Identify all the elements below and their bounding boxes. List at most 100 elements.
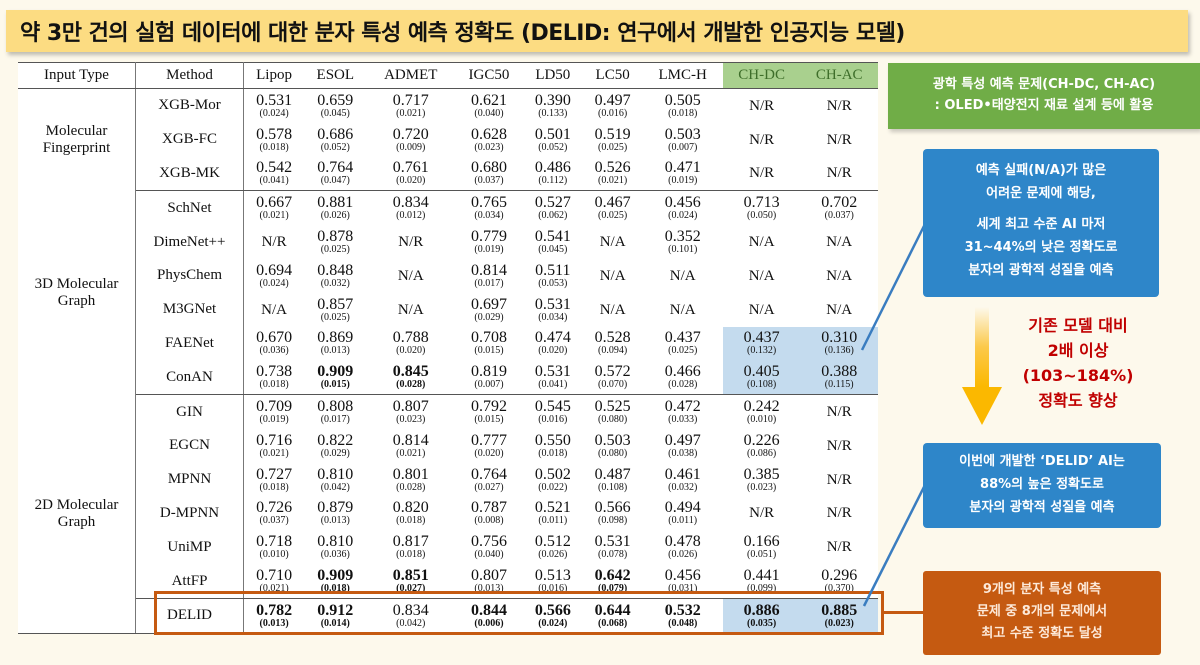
- score-value: 0.390: [534, 91, 571, 109]
- score-std: (0.028): [396, 379, 426, 391]
- score-cell: 0.851 (0.027): [366, 564, 456, 599]
- score-cell: N/A: [800, 259, 878, 293]
- best-accuracy-callout: 9개의 분자 특성 예측 문제 중 8개의 문제에서 최고 수준 정확도 달성: [923, 571, 1161, 655]
- score-value: 0.526: [594, 159, 631, 177]
- score-value: 0.513: [534, 567, 571, 585]
- score-cell: 0.912 (0.014): [304, 597, 367, 634]
- score-std: (0.052): [320, 141, 350, 153]
- score-value: 0.713: [743, 194, 780, 212]
- score-cell: 0.857 (0.025): [304, 293, 366, 327]
- score-cell: 0.694 (0.024): [244, 259, 305, 293]
- optical-property-callout: 광학 특성 예측 문제(CH-DC, CH-AC) : OLED•태양전지 재료…: [888, 63, 1200, 129]
- score-std: (0.021): [598, 175, 628, 187]
- method-name: MPNN: [135, 462, 244, 497]
- score-std: (0.021): [259, 447, 289, 459]
- score-value: 0.542: [256, 159, 293, 177]
- delid-callout: 이번에 개발한 ‘DELID’ AI는 88%의 높은 정확도로 분자의 광학적…: [923, 443, 1161, 528]
- score-value: 0.456: [664, 194, 701, 212]
- score-std: (0.019): [668, 175, 698, 187]
- score-std: (0.018): [320, 583, 350, 595]
- score-cell: 0.708 (0.015): [455, 327, 523, 361]
- group-label: Fingerprint: [42, 139, 111, 156]
- score-std: (0.101): [668, 244, 698, 256]
- score-value: 0.885: [821, 601, 858, 619]
- score-std: (0.026): [668, 549, 698, 561]
- score-value: 0.628: [470, 125, 507, 143]
- score-cell: 0.909 (0.015): [304, 360, 367, 396]
- score-cell: 0.525 (0.080): [583, 395, 643, 429]
- score-std: (0.031): [668, 583, 698, 595]
- score-value: 0.879: [317, 499, 354, 517]
- score-na: N/A: [748, 267, 775, 284]
- score-std: (0.016): [538, 583, 568, 595]
- score-std: (0.006): [474, 617, 504, 629]
- score-cell: 0.697 (0.029): [455, 293, 523, 327]
- score-cell: 0.845 (0.028): [366, 360, 456, 396]
- score-cell: 0.502 (0.022): [523, 463, 583, 497]
- score-value: 0.851: [392, 567, 429, 585]
- score-std: (0.133): [538, 107, 568, 119]
- score-cell: 0.848 (0.032): [304, 259, 366, 293]
- score-cell: 0.807 (0.023): [366, 395, 455, 429]
- score-value: 0.814: [470, 261, 507, 279]
- score-std: (0.019): [259, 414, 289, 426]
- score-cell: 0.710 (0.021): [243, 564, 305, 599]
- score-value: 0.226: [743, 431, 780, 449]
- score-cell: 0.511 (0.053): [523, 259, 583, 293]
- score-value: 0.909: [317, 363, 354, 381]
- score-std: (0.047): [320, 175, 350, 187]
- score-value: 0.388: [821, 363, 858, 381]
- score-value: 0.296: [821, 567, 858, 585]
- score-cell: 0.718 (0.010): [244, 530, 305, 564]
- score-cell: 0.550 (0.018): [523, 429, 583, 463]
- score-std: (0.051): [747, 549, 777, 561]
- score-value: 0.912: [317, 601, 354, 619]
- score-value: 0.765: [470, 194, 507, 212]
- callout-text: 정확도 향상: [1038, 391, 1118, 410]
- score-cell: N/R: [800, 497, 878, 531]
- table-row: XGB-FC 0.578 (0.018) 0.686 (0.052) 0.720 (0.00…: [18, 122, 878, 157]
- score-cell: 0.531 (0.034): [523, 293, 583, 327]
- score-cell: 0.726 (0.037): [244, 497, 305, 531]
- score-std: (0.136): [824, 345, 854, 357]
- score-std: (0.040): [474, 549, 504, 561]
- score-cell: 0.764 (0.047): [304, 156, 367, 192]
- score-std: (0.078): [598, 549, 628, 561]
- score-cell: 0.466 (0.028): [642, 360, 723, 396]
- score-std: (0.112): [538, 175, 568, 187]
- score-na: N/A: [826, 301, 853, 318]
- score-cell: 0.834 (0.042): [366, 597, 456, 634]
- score-cell: N/R: [800, 89, 878, 123]
- score-value: 0.531: [256, 91, 293, 109]
- score-cell: 0.779 (0.019): [455, 225, 523, 259]
- method-name: GIN: [135, 394, 244, 429]
- callout-text: 9개의 분자 특성 예측: [982, 582, 1102, 597]
- callout-text: (103~184%): [1022, 366, 1134, 385]
- score-cell: 0.814 (0.017): [455, 259, 523, 293]
- group-label: 3D Molecular: [34, 275, 119, 292]
- method-name: PhysChem: [135, 258, 244, 293]
- method-name: D-MPNN: [135, 496, 244, 531]
- score-cell: 0.788 (0.020): [366, 327, 455, 361]
- group-label: 2D Molecular: [34, 496, 119, 513]
- score-na: N/R: [749, 505, 775, 522]
- score-std: (0.040): [474, 107, 504, 119]
- score-std: (0.018): [538, 447, 568, 459]
- score-cell: 0.885 (0.023): [800, 597, 878, 634]
- page-title: 약 3만 건의 실험 데이터에 대한 분자 특성 예측 정확도 (DELID: …: [6, 10, 1188, 52]
- score-cell: N/A: [366, 293, 455, 327]
- score-value: 0.550: [534, 431, 571, 449]
- score-value: 0.456: [664, 567, 701, 585]
- score-value: 0.716: [256, 431, 293, 449]
- score-cell: N/R: [800, 530, 878, 564]
- score-std: (0.070): [598, 379, 628, 391]
- method-name: ConAN: [135, 360, 244, 396]
- score-std: (0.021): [396, 107, 426, 119]
- score-value: 0.886: [743, 601, 780, 619]
- score-std: (0.010): [747, 414, 777, 426]
- score-std: (0.099): [747, 583, 777, 595]
- score-value: 0.578: [256, 125, 293, 143]
- score-cell: 0.801 (0.028): [366, 463, 455, 497]
- score-value: 0.764: [317, 159, 354, 177]
- score-std: (0.021): [259, 210, 289, 222]
